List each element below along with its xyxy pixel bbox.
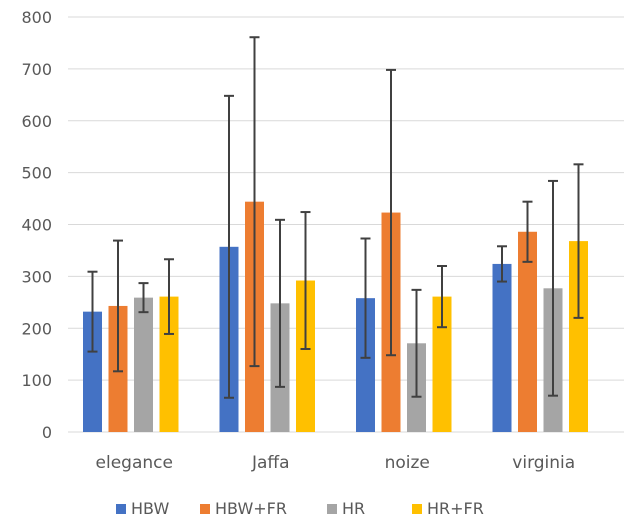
legend-swatch-hbw-plus-fr [200,504,210,514]
x-category-label-elegance: elegance [96,453,173,473]
legend-item-hbw: HBW [116,499,169,518]
bars [83,201,588,432]
bar-hr-plus-fr-jaffa [296,280,315,432]
error-bar-hbw-jaffa [224,94,234,399]
error-bar-hr-elegance [138,282,149,314]
legend-label-hr-plus-fr: HR+FR [427,499,484,518]
y-tick-label-100: 100 [21,371,52,390]
error-bar-hbw-noize [360,237,371,359]
legend-item-hr: HR [327,499,365,518]
bar-hr-plus-fr-virginia [569,241,588,432]
error-bar-hbw-virginia [497,245,507,283]
bar-hbw-elegance [83,311,102,432]
x-category-label-virginia: virginia [512,453,575,473]
error-bar-hbw-elegance [87,270,98,353]
y-tick-label-300: 300 [21,267,52,286]
y-tick-label-0: 0 [42,423,52,442]
y-tick-label-400: 400 [21,216,52,235]
error-bar-hr-plus-fr-elegance [164,258,174,335]
legend-label-hbw-plus-fr: HBW+FR [215,499,287,518]
legend-item-hr-plus-fr: HR+FR [412,499,484,518]
error-bar-hr-plus-fr-noize [437,265,447,329]
legend-item-hbw-plus-fr: HBW+FR [200,499,287,518]
bar-hr-plus-fr-noize [432,296,452,432]
bar-hr-elegance [134,297,153,432]
legend-swatch-hbw [116,504,126,514]
y-axis-tick-labels: 0 100 200 300 400 500 600 700 800 [21,8,52,442]
x-axis-category-labels: elegance Jaffa noize virginia [96,453,576,473]
error-bar-hr-plus-fr-virginia [573,163,584,319]
bar-hbw-virginia [492,263,512,432]
y-tick-label-700: 700 [21,60,52,79]
error-bar-hbw-plus-fr-noize [386,68,396,357]
y-tick-label-500: 500 [21,164,52,183]
x-category-label-noize: noize [385,453,430,473]
bar-hbw-plus-fr-virginia [518,231,537,432]
legend-label-hr: HR [342,499,365,518]
error-bar-hr-virginia [548,179,558,397]
legend-label-hbw: HBW [131,499,169,518]
error-bar-hbw-plus-fr-elegance [113,239,123,373]
error-bar-hr-noize [411,288,422,398]
error-bar-hbw-plus-fr-virginia [522,200,533,263]
legend-swatch-hr [327,504,337,514]
y-tick-label-200: 200 [21,319,52,338]
legend-swatch-hr-plus-fr [412,504,422,514]
legend: HBW HBW+FR HR HR+FR [116,499,484,518]
x-category-label-jaffa: Jaffa [251,453,290,473]
error-bars [87,36,584,399]
error-bar-hr-plus-fr-jaffa [300,211,311,350]
bar-hr-plus-fr-elegance [159,296,179,432]
y-tick-label-600: 600 [21,112,52,131]
bar-hbw-noize [356,298,375,432]
error-bar-hr-jaffa [275,218,285,388]
error-bar-hbw-plus-fr-jaffa [249,36,260,368]
y-tick-label-800: 800 [21,8,52,27]
